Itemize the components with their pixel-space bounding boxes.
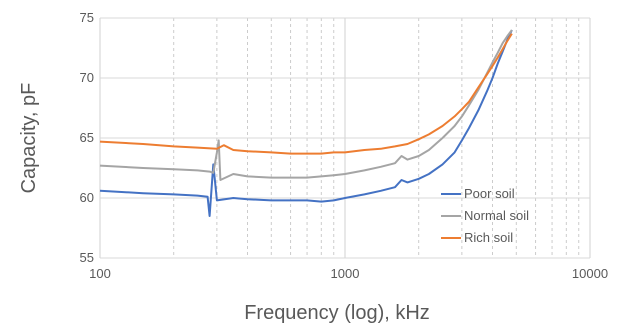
gridlines [99,17,591,259]
y-tick-label: 60 [80,190,94,205]
legend: Poor soil Normal soil Rich soil [441,186,529,245]
legend-label-rich-soil: Rich soil [464,230,513,245]
series-line-poor-soil [99,29,513,217]
x-tick-label: 1000 [331,266,360,281]
x-axis-title: Frequency (log), kHz [244,302,430,324]
series-layer [99,29,513,217]
x-tick-label: 10000 [572,266,608,281]
legend-label-normal-soil: Normal soil [464,208,529,223]
y-tick-label: 75 [80,10,94,25]
series-line-rich-soil [99,33,513,155]
y-tick-label: 70 [80,70,94,85]
tick-labels: 55 60 65 70 75 100 1000 10000 [80,10,609,281]
legend-label-poor-soil: Poor soil [464,186,515,201]
x-tick-label: 100 [89,266,111,281]
y-tick-label: 55 [80,250,94,265]
y-axis-title: Capacity, pF [18,83,40,194]
y-tick-label: 65 [80,130,94,145]
